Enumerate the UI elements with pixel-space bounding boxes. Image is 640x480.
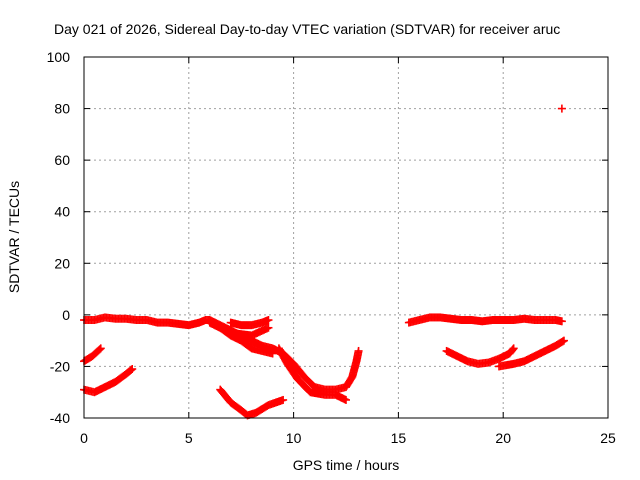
y-tick-label: 0: [62, 307, 70, 323]
series-arc-c: [274, 344, 350, 404]
x-tick-labels: 0 5 10 15 20 25: [80, 430, 616, 446]
data-point: [121, 365, 137, 379]
x-tick-label: 10: [286, 430, 302, 446]
series-arc-i: [404, 313, 566, 327]
data-point: [237, 336, 255, 352]
y-tick-label: 80: [54, 101, 70, 117]
x-tick-label: 0: [80, 430, 88, 446]
data-point: [226, 328, 255, 340]
data-point: [247, 323, 273, 340]
x-tick-label: 25: [600, 430, 616, 446]
data-point: [331, 390, 350, 404]
data-point: [352, 346, 363, 366]
data-point: [258, 346, 277, 358]
x-tick-label: 20: [495, 430, 511, 446]
data-point: [551, 316, 566, 326]
chart-title: Day 021 of 2026, Sidereal Day-to-day VTE…: [54, 21, 560, 37]
data-point: [293, 375, 314, 396]
data-point: [551, 336, 568, 350]
series-arc-k: [495, 336, 568, 371]
x-axis-label: GPS time / hours: [293, 457, 400, 473]
y-tick-label: 100: [47, 49, 71, 65]
grid-lines: [84, 57, 608, 418]
series-arc-j: [442, 344, 518, 368]
series-outlier: [557, 104, 566, 113]
data-point: [258, 316, 273, 327]
y-tick-label: 60: [54, 152, 70, 168]
x-tick-label: 5: [185, 430, 193, 446]
data-point: [530, 347, 548, 361]
data-point: [541, 342, 559, 355]
data-point: [520, 314, 538, 324]
data-point: [509, 314, 527, 325]
data-point: [348, 358, 361, 381]
x-tick-label: 15: [391, 430, 407, 446]
series-arc-g: [80, 365, 137, 397]
series-arc-h: [216, 385, 288, 420]
plot-frame: [83, 56, 609, 419]
y-tick-label: -20: [50, 358, 70, 374]
y-tick-label: 40: [54, 204, 70, 220]
data-points: [80, 104, 568, 420]
data-point: [264, 395, 288, 410]
data-point: [111, 371, 129, 386]
data-point: [88, 344, 105, 361]
data-point: [505, 344, 518, 358]
axis-ticks: [83, 56, 609, 419]
data-point: [484, 355, 502, 367]
series-arc-e: [205, 318, 273, 340]
data-point: [80, 316, 97, 325]
y-tick-label: 20: [54, 255, 70, 271]
series-arc-d: [226, 316, 273, 330]
data-point: [557, 104, 566, 113]
y-tick-label: -40: [50, 410, 70, 426]
y-axis-label: SDTVAR / TECUs: [6, 181, 22, 293]
data-point: [205, 318, 234, 337]
y-tick-labels: -40 -20 0 20 40 60 80 100: [47, 49, 71, 426]
